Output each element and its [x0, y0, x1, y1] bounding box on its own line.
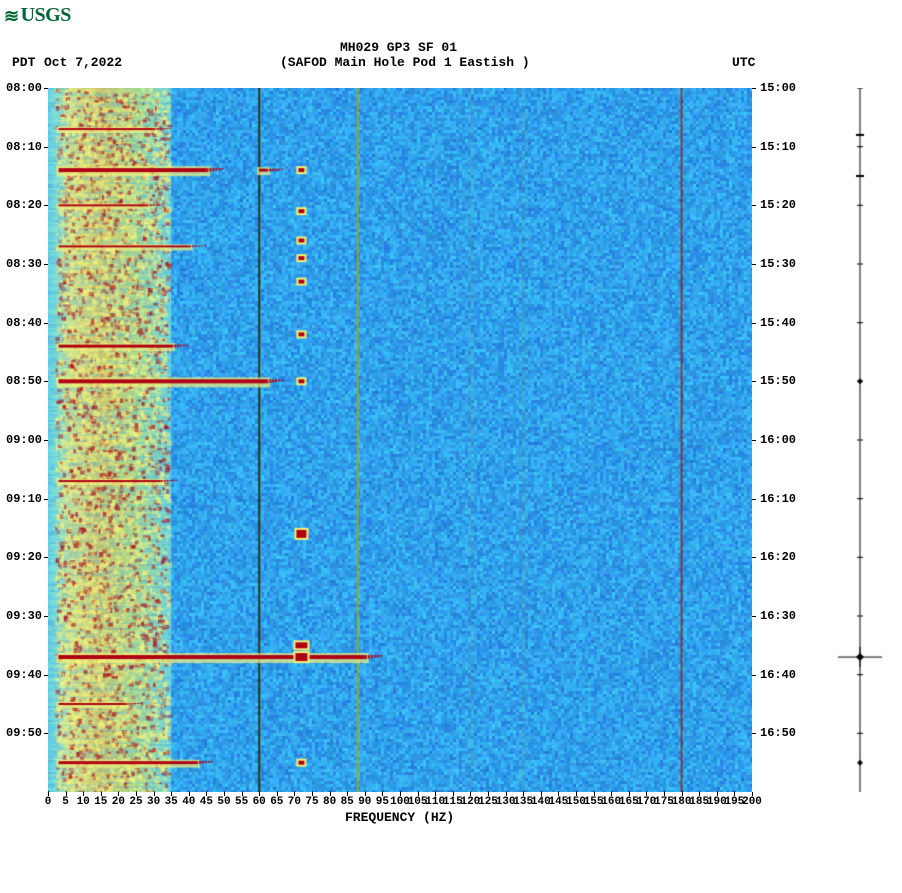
utc-tick: 16:10 — [760, 492, 796, 506]
hz-tick: 30 — [147, 796, 160, 808]
pdt-tick: 09:30 — [6, 609, 42, 623]
tz-right-label: UTC — [732, 55, 755, 70]
hz-tick: 90 — [358, 796, 371, 808]
pdt-tick: 08:00 — [6, 81, 42, 95]
pdt-tick: 08:40 — [6, 316, 42, 330]
utc-tick: 16:40 — [760, 668, 796, 682]
station-id: MH029 GP3 SF 01 — [340, 40, 457, 55]
utc-tick: 16:20 — [760, 550, 796, 564]
hz-tick: 70 — [288, 796, 301, 808]
utc-tick: 16:00 — [760, 433, 796, 447]
hz-tick: 200 — [742, 796, 762, 808]
utc-tick: 15:00 — [760, 81, 796, 95]
hz-tick: 15 — [94, 796, 107, 808]
hz-tick: 40 — [182, 796, 195, 808]
hz-tick: 45 — [200, 796, 213, 808]
hz-tick: 80 — [323, 796, 336, 808]
pdt-tick: 09:20 — [6, 550, 42, 564]
spectrogram-page: ≋USGS MH029 GP3 SF 01 (SAFOD Main Hole P… — [0, 0, 902, 893]
hz-tick: 85 — [341, 796, 354, 808]
hz-tick: 50 — [217, 796, 230, 808]
pdt-tick: 08:50 — [6, 374, 42, 388]
utc-tick: 16:30 — [760, 609, 796, 623]
utc-tick: 15:30 — [760, 257, 796, 271]
usgs-logo-wave: ≋ — [4, 6, 19, 27]
pdt-tick: 09:10 — [6, 492, 42, 506]
pdt-tick: 08:30 — [6, 257, 42, 271]
station-description: (SAFOD Main Hole Pod 1 Eastish ) — [280, 55, 530, 70]
utc-tick: 16:50 — [760, 726, 796, 740]
pdt-tick: 08:20 — [6, 198, 42, 212]
hz-tick: 0 — [45, 796, 52, 808]
date-label: Oct 7,2022 — [44, 55, 122, 70]
hz-tick: 5 — [62, 796, 69, 808]
tz-left-label: PDT — [12, 55, 35, 70]
hz-tick: 55 — [235, 796, 248, 808]
hz-tick: 65 — [270, 796, 283, 808]
utc-tick: 15:10 — [760, 140, 796, 154]
hz-tick: 75 — [305, 796, 318, 808]
hz-tick: 35 — [165, 796, 178, 808]
hz-tick: 95 — [376, 796, 389, 808]
usgs-logo-text: USGS — [21, 4, 71, 26]
hz-tick: 60 — [253, 796, 266, 808]
hz-tick: 10 — [77, 796, 90, 808]
frequency-axis-title: FREQUENCY (HZ) — [345, 810, 454, 825]
hz-tick: 25 — [129, 796, 142, 808]
usgs-logo: ≋USGS — [4, 4, 71, 27]
spectrogram-canvas — [48, 88, 752, 792]
utc-tick: 15:50 — [760, 374, 796, 388]
utc-tick: 15:40 — [760, 316, 796, 330]
pdt-tick: 09:40 — [6, 668, 42, 682]
hz-tick: 20 — [112, 796, 125, 808]
pdt-tick: 08:10 — [6, 140, 42, 154]
pdt-tick: 09:00 — [6, 433, 42, 447]
event-marker-strip — [830, 88, 890, 792]
pdt-tick: 09:50 — [6, 726, 42, 740]
utc-tick: 15:20 — [760, 198, 796, 212]
